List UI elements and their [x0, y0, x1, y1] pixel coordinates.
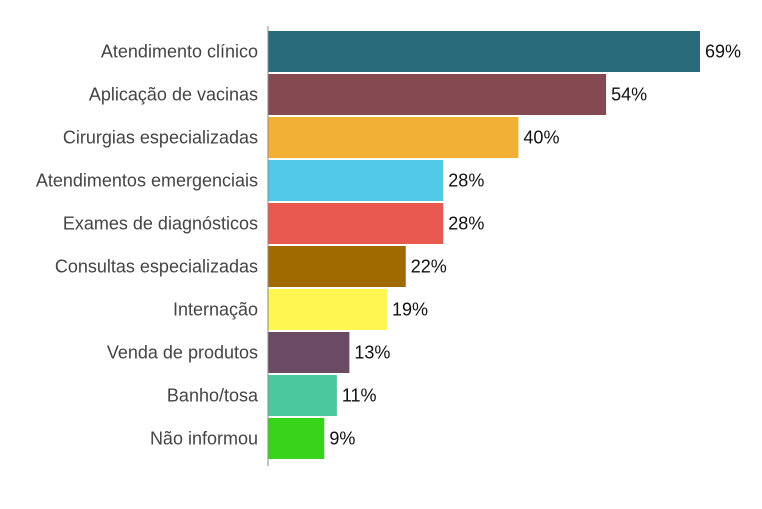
value-label: 19% — [392, 300, 428, 320]
value-label: 28% — [448, 171, 484, 191]
category-label: Atendimentos emergenciais — [36, 171, 258, 191]
bar-2 — [268, 74, 607, 115]
category-label: Atendimento clínico — [101, 42, 258, 62]
value-label: 13% — [354, 343, 390, 363]
bar-4 — [268, 160, 444, 201]
category-label: Venda de produtos — [107, 343, 258, 363]
bar-5 — [268, 203, 444, 244]
value-label: 28% — [448, 214, 484, 234]
category-label: Aplicação de vacinas — [89, 85, 258, 105]
bar-9 — [268, 375, 337, 416]
category-label: Internação — [173, 300, 258, 320]
bar-8 — [268, 332, 350, 373]
category-label: Não informou — [150, 429, 258, 449]
value-label: 54% — [611, 85, 647, 105]
category-label: Exames de diagnósticos — [63, 214, 258, 234]
value-label: 40% — [523, 128, 559, 148]
value-label: 11% — [342, 386, 377, 406]
bar-7 — [268, 289, 387, 330]
value-label: 69% — [705, 42, 741, 62]
bar-6 — [268, 246, 406, 287]
value-label: 9% — [329, 429, 355, 449]
bar-3 — [268, 117, 519, 158]
bars-group: Atendimento clínico 69% Aplicação de vacin… — [36, 31, 741, 459]
category-label: Banho/tosa — [167, 386, 259, 406]
bar-1 — [268, 31, 700, 72]
category-label: Consultas especializadas — [55, 257, 258, 277]
bar-10 — [268, 418, 325, 459]
category-label: Cirurgias especializadas — [63, 128, 258, 148]
value-label: 22% — [411, 257, 447, 277]
